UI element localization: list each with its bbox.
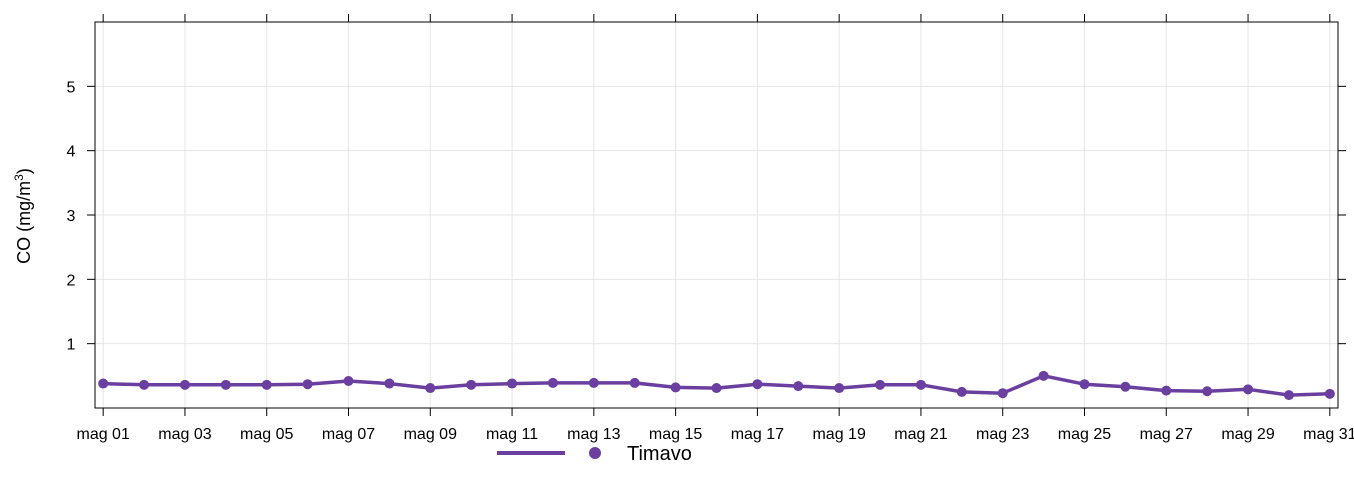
x-tick-label: mag 27	[1140, 426, 1193, 443]
x-tick-label: mag 01	[76, 426, 129, 443]
data-point	[1324, 388, 1335, 399]
data-point	[384, 378, 395, 389]
data-point	[1243, 384, 1254, 395]
x-tick-label: mag 25	[1058, 426, 1111, 443]
x-tick-label: mag 05	[240, 426, 293, 443]
data-point	[834, 383, 845, 394]
data-point	[588, 377, 599, 388]
data-point	[1079, 379, 1090, 390]
data-point	[1202, 386, 1213, 397]
x-tick-label: mag 07	[322, 426, 375, 443]
data-point	[793, 381, 804, 392]
y-tick-label: 1	[67, 337, 76, 354]
data-point	[1161, 385, 1172, 396]
data-point	[997, 388, 1008, 399]
data-point	[752, 379, 763, 390]
data-point	[1120, 381, 1131, 392]
y-tick-label: 3	[67, 208, 76, 225]
data-point	[547, 377, 558, 388]
y-axis-title: CO (mg/m3)	[12, 168, 34, 264]
y-tick-label: 2	[67, 272, 76, 289]
x-tick-label: mag 19	[812, 426, 865, 443]
data-point	[261, 379, 272, 390]
data-point	[139, 379, 150, 390]
legend: Timavo	[497, 443, 692, 465]
x-tick-label: mag 13	[567, 426, 620, 443]
x-tick-label: mag 09	[404, 426, 457, 443]
data-point	[302, 379, 313, 390]
x-tick-label: mag 11	[486, 426, 538, 443]
legend-point-swatch	[589, 447, 601, 459]
data-point	[1283, 390, 1294, 401]
legend-label: Timavo	[627, 443, 692, 465]
x-tick-label: mag 21	[894, 426, 947, 443]
axis-ticks: mag 01 mag 03 mag 05 mag 07 mag 09 mag 11 mag …	[67, 14, 1354, 443]
data-point	[956, 386, 967, 397]
data-point	[425, 383, 436, 394]
data-point	[98, 378, 109, 389]
x-tick-label: mag 23	[976, 426, 1029, 443]
data-point	[711, 383, 722, 394]
data-point	[220, 379, 231, 390]
data-point	[629, 377, 640, 388]
x-tick-label: mag 03	[158, 426, 211, 443]
data-point	[179, 379, 190, 390]
y-tick-label: 4	[67, 144, 76, 161]
data-point	[875, 379, 886, 390]
series-layer	[98, 370, 1335, 401]
data-point	[343, 375, 354, 386]
x-tick-label: mag 31	[1303, 426, 1354, 443]
x-tick-label: mag 17	[731, 426, 784, 443]
y-tick-label: 5	[67, 79, 76, 96]
data-point	[1038, 370, 1049, 381]
x-tick-label: mag 15	[649, 426, 702, 443]
data-point	[466, 379, 477, 390]
data-point	[670, 382, 681, 393]
data-point	[915, 379, 926, 390]
data-point	[507, 378, 518, 389]
grid	[95, 22, 1338, 408]
x-tick-label: mag 29	[1221, 426, 1274, 443]
